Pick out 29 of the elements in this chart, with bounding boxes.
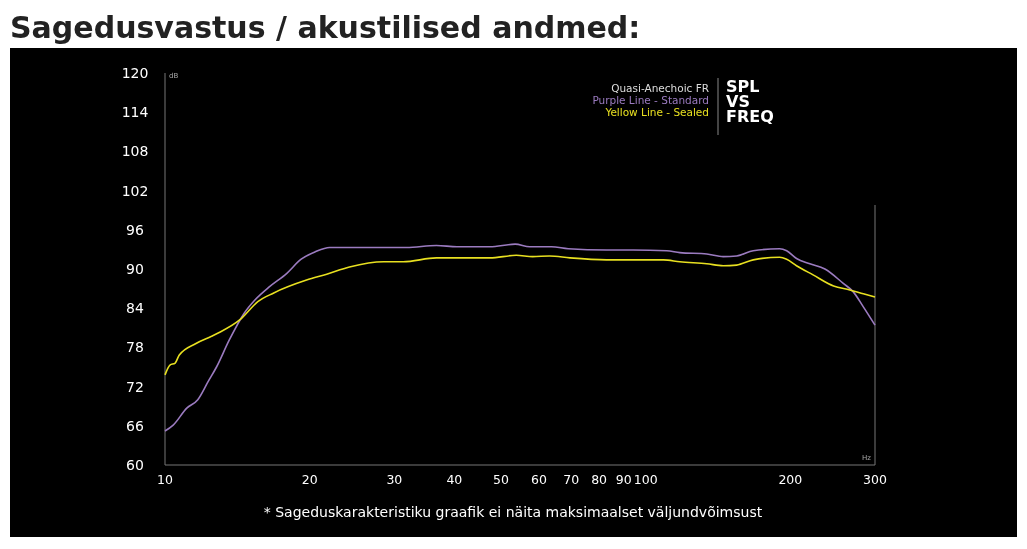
text: SPL VS FREQ <box>726 77 774 126</box>
y-tick-label: 66 <box>126 417 144 434</box>
y-tick-label: 72 <box>126 378 144 395</box>
legend-title: Quasi-Anechoic FR <box>611 82 709 94</box>
x-tick-label: 20 <box>301 472 318 487</box>
y-tick-label: 84 <box>126 300 144 317</box>
y-tick-label: 78 <box>126 339 144 356</box>
y-tick-label: 60 <box>126 457 144 473</box>
y-tick-label: 96 <box>126 221 144 238</box>
x-tick-label: 10 <box>157 472 173 487</box>
x-tick-label: 100 <box>633 472 658 487</box>
x-tick-label: 300 <box>863 472 887 487</box>
x-tick-label: 60 <box>531 472 548 487</box>
text: Purple Line - Standard <box>592 94 709 106</box>
text: Yellow Line - Sealed <box>604 106 709 118</box>
y-tick-label: 120 <box>121 65 149 81</box>
y-tick-label: 114 <box>121 104 149 121</box>
y-tick-label: 102 <box>121 182 149 199</box>
y-tick-label: 108 <box>121 143 149 160</box>
x-tick-label: 80 <box>591 472 608 487</box>
y-tick-label: 90 <box>126 261 144 277</box>
x-tick-label: 90 <box>615 472 632 487</box>
x-tick-label: 40 <box>446 472 463 487</box>
x-tick-label: 200 <box>778 472 803 487</box>
x-tick-label: 70 <box>563 472 580 487</box>
chart-title: Sagedusvastus / akustilised andmed: <box>10 10 641 45</box>
text: * Sageduskarakteristiku graafik ei näita maksimaalset väljundvõimsust <box>263 504 763 520</box>
x-tick-label: 30 <box>386 472 403 487</box>
x-tick-label: 50 <box>493 472 509 487</box>
